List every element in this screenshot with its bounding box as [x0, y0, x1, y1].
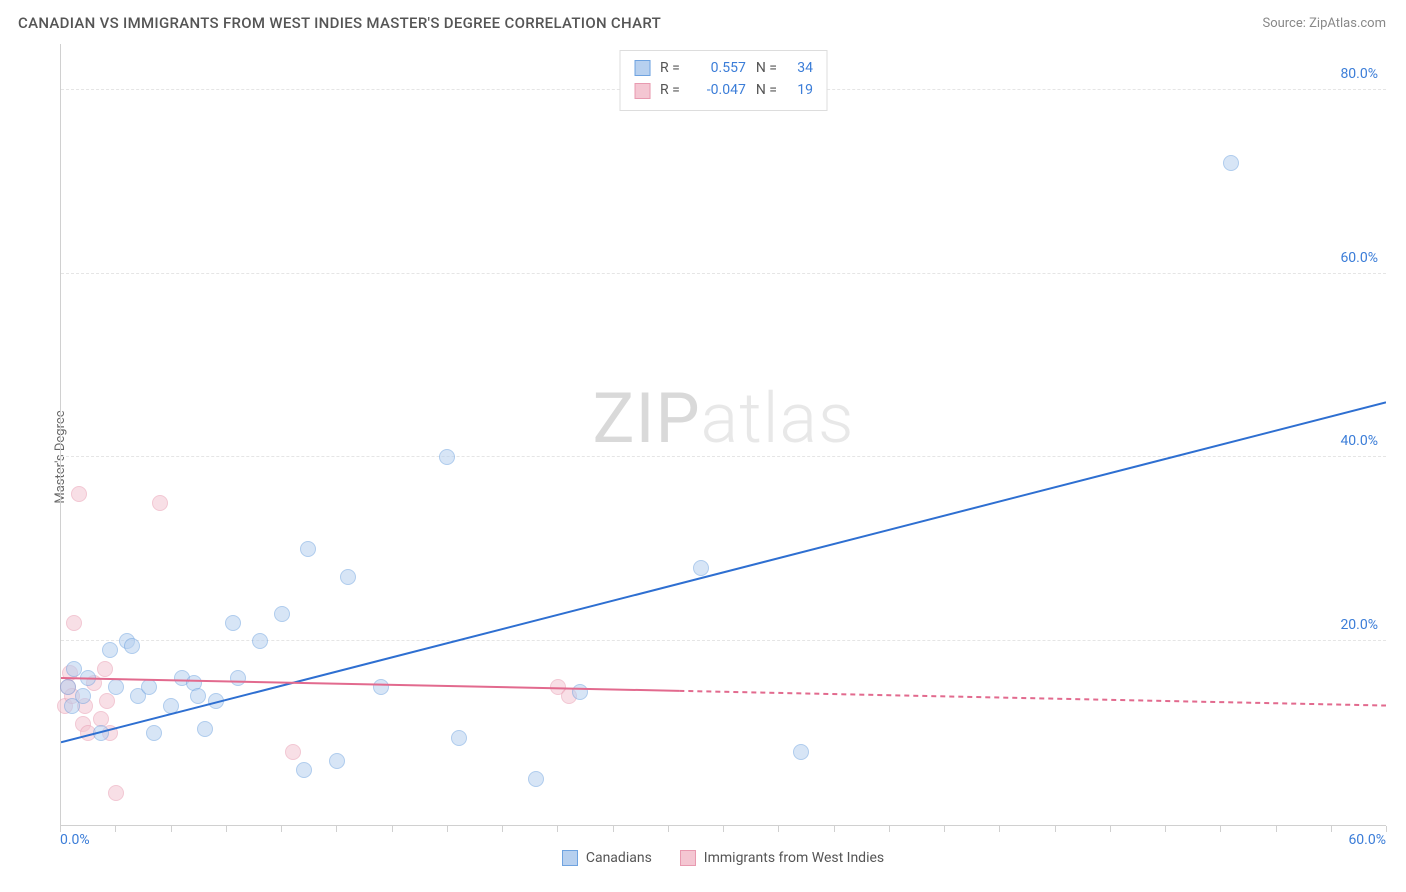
r-label: R =	[660, 57, 680, 79]
data-point	[693, 560, 709, 576]
data-point	[208, 693, 224, 709]
watermark-zip: ZIP	[593, 378, 701, 460]
data-point	[225, 615, 241, 631]
data-point	[141, 679, 157, 695]
trend-line	[679, 691, 1386, 706]
x-tick-mark	[281, 826, 282, 832]
data-point	[252, 633, 268, 649]
swatch-icon	[680, 850, 696, 866]
x-tick-mark	[1110, 826, 1111, 832]
n-label: N =	[756, 79, 777, 101]
watermark-atlas: atlas	[701, 378, 855, 460]
n-value: 34	[787, 57, 813, 79]
data-point	[793, 744, 809, 760]
x-tick-mark	[834, 826, 835, 832]
x-tick-mark	[889, 826, 890, 832]
data-point	[230, 670, 246, 686]
data-point	[329, 753, 345, 769]
data-point	[373, 679, 389, 695]
x-tick-mark	[723, 826, 724, 832]
data-point	[296, 762, 312, 778]
x-tick-mark	[668, 826, 669, 832]
data-point	[197, 721, 213, 737]
data-point	[451, 730, 467, 746]
x-tick-mark	[1165, 826, 1166, 832]
plot-area: ZIPatlas 20.0% 40.0% 60.0% 80.0% R = 0.557 …	[60, 44, 1386, 826]
data-point	[124, 638, 140, 654]
y-tick-label: 20.0%	[1340, 617, 1378, 633]
data-point	[75, 688, 91, 704]
x-tick-mark	[171, 826, 172, 832]
x-tick-mark	[115, 826, 116, 832]
data-point	[80, 670, 96, 686]
legend-item-immigrants: Immigrants from West Indies	[680, 850, 884, 866]
swatch-icon	[562, 850, 578, 866]
x-tick-mark	[392, 826, 393, 832]
data-point	[71, 486, 87, 502]
bottom-legend: Canadians Immigrants from West Indies	[60, 846, 1386, 870]
data-point	[60, 679, 76, 695]
data-point	[93, 725, 109, 741]
y-tick-label: 60.0%	[1340, 250, 1378, 266]
data-point	[108, 785, 124, 801]
gridline	[61, 273, 1386, 274]
chart-title: CANADIAN VS IMMIGRANTS FROM WEST INDIES …	[18, 14, 661, 32]
x-minor-ticks	[60, 826, 1386, 832]
stat-row-canadians: R = 0.557 N = 34	[634, 57, 813, 79]
swatch-icon	[634, 60, 650, 76]
x-tick-mark	[447, 826, 448, 832]
x-tick-mark	[1331, 826, 1332, 832]
trend-lines	[61, 44, 1386, 825]
y-tick-label: 80.0%	[1340, 66, 1378, 82]
data-point	[146, 725, 162, 741]
data-point	[163, 698, 179, 714]
watermark: ZIPatlas	[593, 378, 855, 460]
x-tick-mark	[778, 826, 779, 832]
source-label: Source: ZipAtlas.com	[1262, 16, 1386, 31]
swatch-icon	[634, 83, 650, 99]
data-point	[439, 449, 455, 465]
data-point	[152, 495, 168, 511]
data-point	[190, 688, 206, 704]
plot-container: Master's Degree ZIPatlas 20.0%40.0%60.0%…	[18, 44, 1386, 870]
x-tick-mark	[1386, 826, 1387, 832]
data-point	[528, 771, 544, 787]
data-point	[285, 744, 301, 760]
gridline	[61, 456, 1386, 457]
data-point	[66, 615, 82, 631]
stat-row-immigrants: R = -0.047 N = 19	[634, 79, 813, 101]
x-tick-mark	[502, 826, 503, 832]
x-tick-mark	[613, 826, 614, 832]
x-tick-mark	[336, 826, 337, 832]
legend-item-canadians: Canadians	[562, 850, 652, 866]
n-label: N =	[756, 57, 777, 79]
x-tick-mark	[226, 826, 227, 832]
data-point	[97, 661, 113, 677]
legend-label: Canadians	[586, 850, 652, 866]
x-tick-mark	[1276, 826, 1277, 832]
data-point	[300, 541, 316, 557]
legend-label: Immigrants from West Indies	[704, 850, 884, 866]
trend-line	[61, 402, 1386, 742]
x-tick-mark	[944, 826, 945, 832]
data-point	[340, 569, 356, 585]
data-point	[99, 693, 115, 709]
n-value: 19	[787, 79, 813, 101]
data-point	[108, 679, 124, 695]
data-point	[102, 642, 118, 658]
r-value: -0.047	[690, 79, 746, 101]
r-label: R =	[660, 79, 680, 101]
x-tick-mark	[557, 826, 558, 832]
data-point	[274, 606, 290, 622]
stat-legend-box: R = 0.557 N = 34 R = -0.047 N = 19	[619, 50, 828, 111]
r-value: 0.557	[690, 57, 746, 79]
data-point	[572, 684, 588, 700]
y-tick-label: 40.0%	[1340, 433, 1378, 449]
x-tick-mark	[1220, 826, 1221, 832]
x-tick-mark	[999, 826, 1000, 832]
data-point	[1223, 155, 1239, 171]
x-tick-mark	[1055, 826, 1056, 832]
